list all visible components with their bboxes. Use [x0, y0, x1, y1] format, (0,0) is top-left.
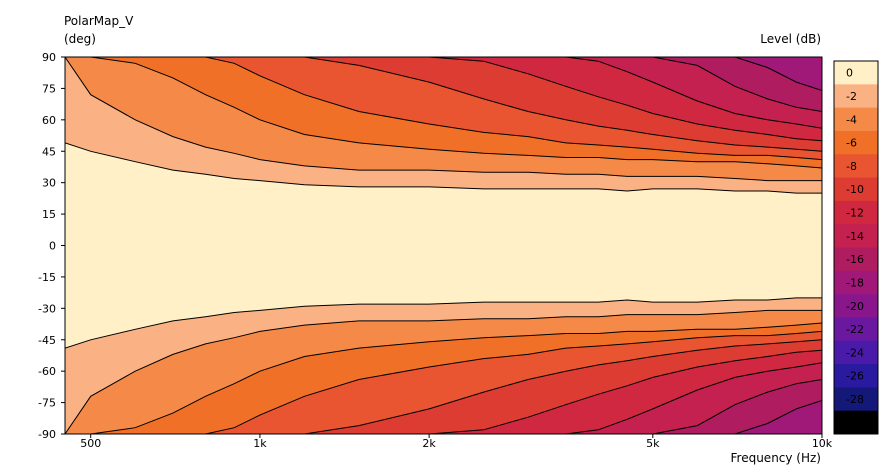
contour--4-upper: [65, 57, 822, 182]
colorbar-tick-label: -10: [846, 183, 864, 196]
chart-title: PolarMap_V: [64, 14, 134, 28]
colorbar-tick-label: -14: [846, 230, 864, 243]
colorbar-tick-label: -8: [846, 160, 857, 173]
contour--6-upper: [65, 57, 822, 169]
x-axis-ticks: 500 1k 2k 5k 10k: [80, 434, 833, 450]
colorbar: 0 -2 -4 -6 -8 -10 -12 -14 -16 -18 -20 -22 -24 -26 -28 -…: [833, 60, 879, 435]
y-axis-ticks: 90 75 60 45 30 15 0 -15 -30 -45 -60 -75 -90: [38, 51, 65, 441]
contour--8-upper: [65, 57, 822, 161]
y-tick-label: 75: [42, 82, 56, 95]
colorbar-tick-label: 0: [846, 67, 853, 80]
contour--2-lower: [65, 297, 822, 349]
colorbar-tick-label: -26: [846, 370, 864, 383]
colorbar-swatch: [834, 364, 878, 388]
colorbar-swatch: [834, 294, 878, 318]
colorbar-tick-label: -12: [846, 207, 864, 220]
y-tick-label: 15: [42, 208, 56, 221]
colorbar-tick-label: -24: [846, 346, 864, 359]
colorbar-swatch: [834, 247, 878, 272]
band-0-lower: [65, 245, 822, 349]
colorbar-swatch: [834, 154, 878, 179]
y-tick-label: -15: [38, 271, 56, 284]
x-tick-label: 1k: [253, 437, 267, 450]
contour--6-lower: [65, 322, 822, 434]
colorbar-tick-label: -4: [846, 113, 857, 126]
colorbar-tick-label: -30: [846, 416, 864, 429]
colorbar-swatch: [834, 410, 878, 435]
y-tick-label: 45: [42, 145, 56, 158]
y-tick-label: 90: [42, 51, 56, 64]
x-tick-label: 5k: [646, 437, 660, 450]
x-tick-label: 2k: [422, 437, 436, 450]
colorbar-swatch: [834, 317, 878, 342]
colorbar-tick-label: -16: [846, 253, 864, 266]
contour--2-upper: [65, 142, 822, 194]
contour--10-upper: [65, 57, 822, 152]
colorbar-tick-label: -28: [846, 393, 864, 406]
contour--16-lower: [65, 379, 822, 434]
contour--4-lower: [65, 309, 822, 434]
colorbar-tick-label: -2: [846, 90, 857, 103]
y-tick-label: 30: [42, 177, 56, 190]
x-tick-label: 10k: [812, 437, 833, 450]
colorbar-tick-label: -20: [846, 300, 864, 313]
colorbar-tick-label: -18: [846, 276, 864, 289]
y-tick-label: -45: [38, 334, 56, 347]
contour--8-lower: [65, 330, 822, 434]
contour--14-lower: [65, 362, 822, 434]
y-tick-label: -60: [38, 365, 56, 378]
colorbar-swatch: [834, 387, 878, 412]
x-tick-label: 500: [80, 437, 101, 450]
colorbar-tick-label: -6: [846, 137, 857, 150]
colorbar-swatch: [834, 177, 878, 202]
y-tick-label: -75: [38, 397, 56, 410]
colorbar-swatch: [834, 107, 878, 132]
colorbar-swatch: [834, 130, 878, 155]
contour--12-upper: [65, 57, 822, 142]
contour--14-upper: [65, 57, 822, 129]
y-tick-label: -90: [38, 428, 56, 441]
colorbar-swatch: [834, 270, 878, 295]
colorbar-tick-label: -22: [846, 323, 864, 336]
plot-area: [65, 57, 822, 434]
colorbar-swatch: [834, 224, 878, 248]
y-tick-label: 60: [42, 114, 56, 127]
contour--16-upper: [65, 57, 822, 112]
colorbar-label: Level (dB): [760, 32, 821, 46]
contour--12-lower: [65, 349, 822, 434]
x-axis-label: Frequency (Hz): [731, 451, 822, 465]
y-axis-label: (deg): [64, 32, 96, 46]
contour--10-lower: [65, 339, 822, 434]
colorbar-frame: [833, 60, 879, 435]
colorbar-swatch: [834, 84, 878, 109]
band-0-upper: [65, 142, 822, 246]
y-tick-label: 0: [49, 240, 56, 253]
y-tick-label: -30: [38, 302, 56, 315]
colorbar-swatch: [834, 61, 878, 85]
colorbar-swatch: [834, 200, 878, 225]
colorbar-swatch: [834, 340, 878, 365]
